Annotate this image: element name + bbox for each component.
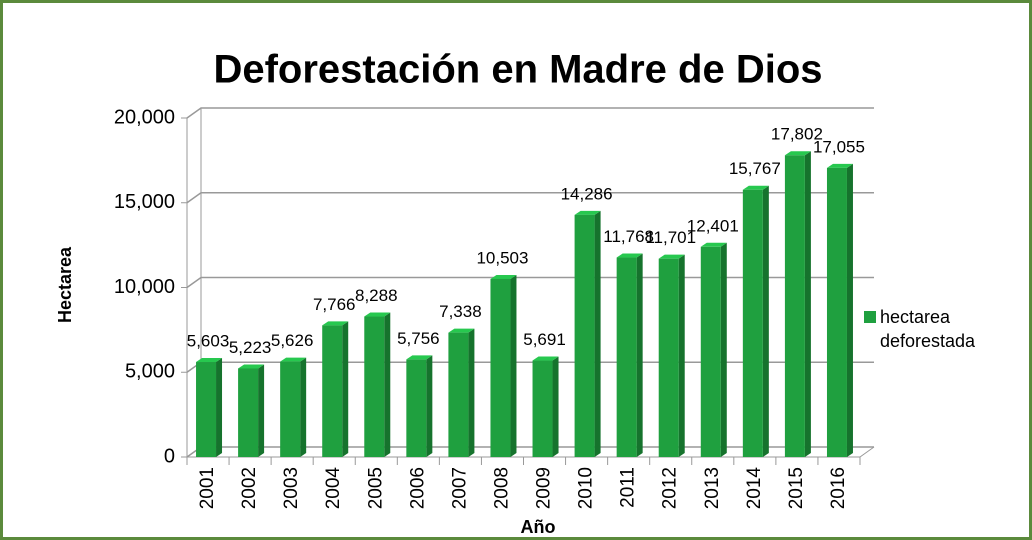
x-tick-label: 2006 <box>407 467 428 509</box>
x-tick-label: 2008 <box>491 467 512 509</box>
legend-swatch <box>864 311 876 323</box>
bar <box>448 332 469 457</box>
x-tick-label: 2009 <box>534 467 555 509</box>
bar-side <box>342 321 349 457</box>
x-tick-label: 2007 <box>449 467 470 509</box>
x-tick-label: 2003 <box>281 467 302 509</box>
data-label: 14,286 <box>561 184 613 203</box>
bar <box>574 214 595 457</box>
bar-top <box>616 253 643 258</box>
bar <box>196 362 217 457</box>
data-label: 5,223 <box>229 338 272 357</box>
bar-top <box>700 242 727 247</box>
data-label: 5,691 <box>523 330 566 349</box>
x-tick-label: 2014 <box>744 467 765 510</box>
data-label: 5,626 <box>271 331 314 350</box>
bar-side <box>678 254 685 457</box>
data-label: 8,288 <box>355 286 398 305</box>
bar-top <box>448 328 475 333</box>
y-tick-label: 15,000 <box>114 191 175 213</box>
y-tick-label: 10,000 <box>114 276 175 298</box>
data-label: 7,766 <box>313 295 356 314</box>
y-tick-label: 20,000 <box>114 106 175 128</box>
data-label: 11,701 <box>645 228 696 247</box>
bar-side <box>510 274 517 457</box>
bar <box>238 368 259 457</box>
bar-side <box>216 358 223 457</box>
bar <box>322 325 343 457</box>
y-axis-label: Hectarea <box>55 246 75 323</box>
data-label: 5,603 <box>187 332 230 351</box>
bar-top <box>238 364 265 369</box>
y-tick-label: 0 <box>164 445 175 467</box>
bar-top <box>742 185 769 190</box>
bar <box>700 246 721 457</box>
bar-top <box>826 163 853 168</box>
x-tick-label: 2002 <box>239 467 260 509</box>
data-label: 7,338 <box>439 302 482 321</box>
bar-side <box>762 185 769 458</box>
legend: hectarea deforestada <box>864 305 1029 353</box>
bar <box>406 359 427 457</box>
bar-top <box>364 312 391 317</box>
bar-top <box>196 358 223 363</box>
data-label: 5,756 <box>397 329 440 348</box>
bar <box>364 316 385 457</box>
bar <box>490 278 511 457</box>
bar-side <box>636 253 643 457</box>
x-tick-label: 2001 <box>197 467 218 509</box>
bar-side <box>468 328 475 457</box>
bar-side <box>426 355 433 457</box>
bar-side <box>846 163 853 457</box>
x-tick-label: 2005 <box>365 467 386 509</box>
bar-top <box>574 210 601 215</box>
data-label: 17,802 <box>771 125 823 144</box>
bar-top <box>658 254 685 259</box>
bar-top <box>406 355 433 360</box>
data-label: 12,401 <box>687 216 739 235</box>
bar-top <box>784 151 811 156</box>
x-axis-label: Año <box>521 517 556 537</box>
bar-side <box>384 312 391 457</box>
bar-top <box>532 356 559 361</box>
data-label: 10,503 <box>476 248 528 267</box>
bar-side <box>258 364 265 457</box>
data-label: 15,767 <box>729 159 781 178</box>
bar-side <box>804 151 811 457</box>
floor-side <box>859 446 875 458</box>
data-label: 11,768 <box>603 227 654 246</box>
bar-top <box>490 274 517 279</box>
x-tick-label: 2010 <box>576 467 597 509</box>
bar <box>616 257 637 457</box>
bar-top <box>280 357 307 362</box>
bar-top <box>322 321 349 326</box>
bar-side <box>300 357 307 457</box>
bar <box>826 167 847 457</box>
bar-side <box>594 210 601 457</box>
legend-label: hectarea deforestada <box>880 307 976 351</box>
x-tick-label: 2013 <box>702 467 723 509</box>
bar <box>658 258 679 457</box>
x-tick-label: 2016 <box>828 467 849 509</box>
bar-side <box>720 242 727 457</box>
x-tick-label: 2012 <box>660 467 681 509</box>
bar <box>532 360 553 457</box>
data-label: 17,055 <box>813 137 865 156</box>
bar <box>280 361 301 457</box>
bar-side <box>552 356 559 457</box>
bar <box>742 189 763 458</box>
x-tick-label: 2011 <box>618 467 639 508</box>
y-tick-label: 5,000 <box>125 361 175 383</box>
chart-title: Deforestación en Madre de Dios <box>213 48 822 92</box>
grid-line <box>186 107 874 119</box>
x-tick-label: 2015 <box>786 467 807 509</box>
grid-line <box>186 276 874 289</box>
x-tick-label: 2004 <box>323 467 344 510</box>
bar <box>784 155 805 457</box>
grid-line <box>186 192 874 204</box>
